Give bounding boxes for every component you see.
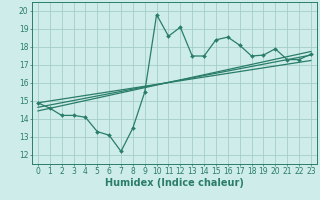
X-axis label: Humidex (Indice chaleur): Humidex (Indice chaleur) <box>105 178 244 188</box>
